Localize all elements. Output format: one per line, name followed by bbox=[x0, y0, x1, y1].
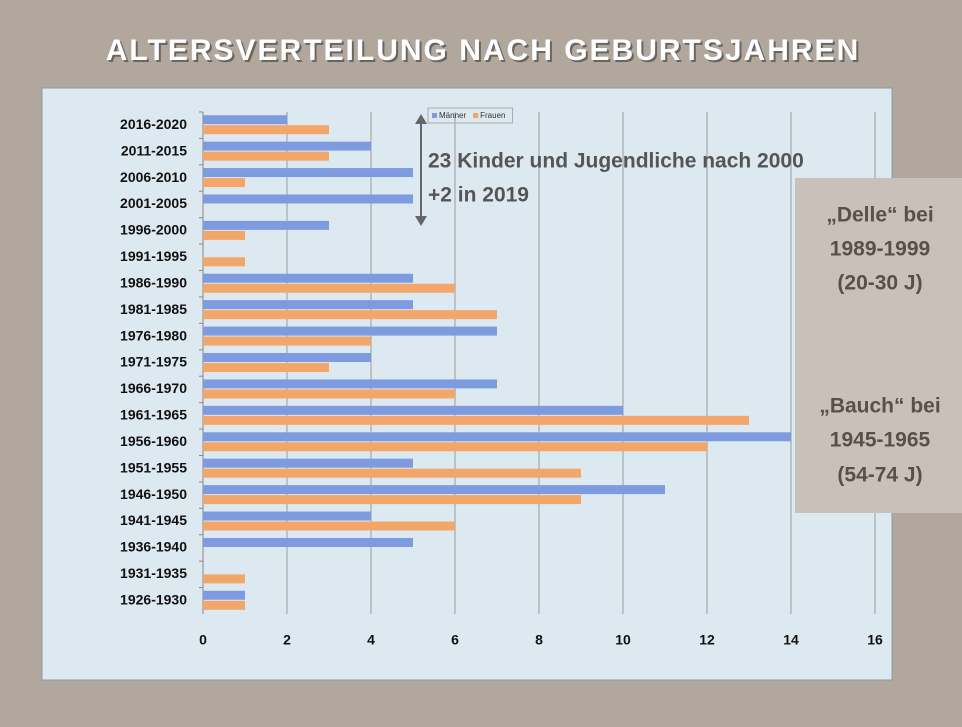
y-tick-label: 1966-1970 bbox=[120, 380, 187, 396]
bar bbox=[203, 326, 497, 336]
note-text: 1945-1965 bbox=[830, 429, 931, 452]
bar bbox=[203, 363, 329, 372]
bar bbox=[203, 194, 413, 204]
bar bbox=[203, 432, 791, 442]
bar bbox=[203, 405, 623, 415]
bar bbox=[203, 389, 455, 399]
bar bbox=[203, 178, 245, 188]
y-tick-label: 1971-1975 bbox=[120, 354, 187, 370]
y-tick-label: 1961-1965 bbox=[120, 407, 187, 423]
legend-box bbox=[427, 107, 513, 124]
y-tick-label: 1951-1955 bbox=[120, 459, 187, 475]
chart-title: ALTERSVERTEILUNG NACH GEBURTSJAHREN bbox=[106, 34, 860, 67]
x-tick-label: 16 bbox=[867, 632, 883, 648]
x-tick-label: 14 bbox=[783, 632, 799, 648]
bar bbox=[203, 574, 245, 584]
x-tick-label: 12 bbox=[699, 632, 715, 648]
note-text: (20-30 J) bbox=[837, 272, 922, 295]
y-tick-label: 1956-1960 bbox=[120, 433, 187, 449]
bar bbox=[203, 141, 371, 151]
note-text: „Bauch“ bei bbox=[819, 395, 940, 418]
note-text: 1989-1999 bbox=[830, 238, 930, 261]
bar bbox=[203, 379, 497, 389]
bar bbox=[203, 485, 665, 495]
y-tick-label: 2011-2015 bbox=[121, 142, 187, 158]
bar bbox=[203, 115, 287, 125]
bar bbox=[203, 442, 707, 452]
bar bbox=[203, 273, 413, 283]
bar bbox=[203, 310, 497, 320]
x-tick-label: 10 bbox=[615, 632, 631, 648]
y-tick-label: 1941-1945 bbox=[120, 512, 187, 528]
x-tick-label: 6 bbox=[451, 632, 459, 648]
note-text: (54-74 J) bbox=[837, 464, 922, 487]
y-tick-label: 1996-2000 bbox=[120, 222, 187, 238]
note-text: „Delle“ bei bbox=[826, 204, 933, 227]
y-tick-label: 1931-1935 bbox=[120, 565, 187, 581]
x-tick-label: 8 bbox=[535, 632, 543, 648]
bar bbox=[203, 521, 455, 531]
x-tick-label: 0 bbox=[199, 632, 207, 648]
y-tick-label: 1946-1950 bbox=[120, 486, 187, 502]
y-tick-label: 2001-2005 bbox=[120, 195, 187, 211]
bar bbox=[203, 336, 371, 346]
bar bbox=[203, 257, 245, 267]
bar bbox=[203, 283, 455, 293]
y-tick-label: 2006-2010 bbox=[120, 169, 187, 185]
bar bbox=[203, 353, 371, 362]
y-tick-label: 1976-1980 bbox=[120, 327, 187, 343]
y-tick-label: 1981-1985 bbox=[120, 301, 187, 317]
y-tick-label: 1986-1990 bbox=[120, 274, 187, 290]
annotation: 23 Kinder und Jugendliche nach 2000 bbox=[428, 150, 804, 173]
legend-label: Männer bbox=[439, 111, 466, 120]
bar bbox=[203, 590, 245, 600]
bar bbox=[203, 458, 413, 468]
bar bbox=[203, 495, 581, 505]
x-tick-label: 2 bbox=[283, 632, 291, 648]
bar bbox=[203, 220, 329, 230]
bar bbox=[203, 230, 245, 240]
title-shadow: ALTERSVERTEILUNG NACH GEBURTSJAHREN bbox=[108, 36, 862, 69]
annotation: +2 in 2019 bbox=[428, 184, 529, 207]
bar bbox=[203, 537, 413, 547]
bar bbox=[203, 600, 245, 610]
x-tick-label: 4 bbox=[367, 632, 375, 648]
y-tick-label: 1936-1940 bbox=[120, 539, 187, 555]
bar bbox=[203, 125, 329, 135]
y-tick-label: 2016-2020 bbox=[120, 116, 187, 132]
bar bbox=[203, 168, 413, 178]
bar bbox=[203, 468, 581, 478]
legend-swatch bbox=[473, 113, 479, 118]
bar bbox=[203, 511, 371, 521]
bar bbox=[203, 300, 413, 310]
legend-swatch bbox=[432, 113, 437, 118]
bar bbox=[203, 415, 749, 425]
bar bbox=[203, 151, 329, 161]
legend-label: Frauen bbox=[480, 111, 505, 120]
y-tick-label: 1991-1995 bbox=[120, 248, 187, 264]
note-box bbox=[795, 178, 962, 513]
y-tick-label: 1926-1930 bbox=[120, 591, 187, 607]
